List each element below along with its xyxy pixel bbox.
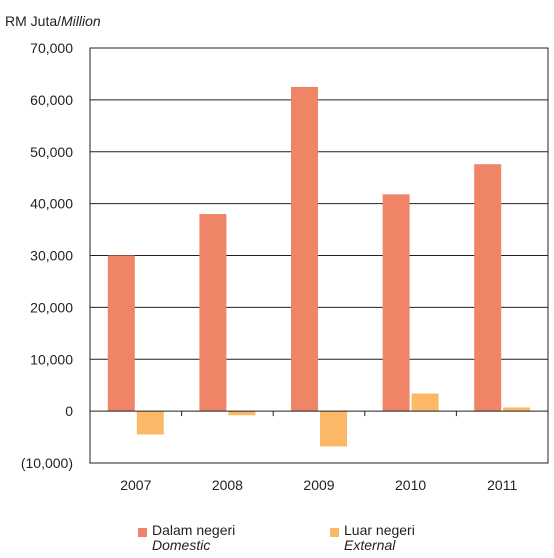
y-tick-labels: 70,000 60,000 50,000 40,000 30,000 20,000 10,0… bbox=[21, 40, 73, 471]
unit-label-malay: RM Juta/ bbox=[5, 13, 62, 29]
axes bbox=[89, 47, 549, 464]
bar-domestic-2007 bbox=[107, 255, 135, 412]
legend-label-domestic-en: Domestic bbox=[152, 537, 211, 553]
bar-external-2010 bbox=[411, 393, 439, 412]
y-tick-label: 20,000 bbox=[30, 299, 73, 315]
x-tick-label: 2008 bbox=[212, 477, 243, 493]
x-tick-label: 2010 bbox=[395, 477, 426, 493]
y-tick-label: 50,000 bbox=[30, 144, 73, 160]
gridlines bbox=[90, 47, 548, 360]
x-tick-labels: 2007 2008 2009 2010 2011 bbox=[120, 477, 517, 493]
bar-domestic-2011 bbox=[474, 164, 502, 412]
chart: 70,000 60,000 50,000 40,000 30,000 20,000 10,0… bbox=[21, 40, 549, 493]
bar-external-2007 bbox=[136, 411, 164, 435]
y-tick-label: 0 bbox=[65, 403, 73, 419]
legend-text-external: Luar negeri External bbox=[344, 523, 415, 553]
legend-swatch-external bbox=[330, 528, 339, 537]
y-tick-label: (10,000) bbox=[21, 455, 73, 471]
y-unit-label: RM Juta/Million bbox=[5, 13, 101, 29]
bar-domestic-2009 bbox=[291, 86, 318, 412]
legend-label-external: Luar negeri bbox=[344, 522, 415, 538]
y-tick-label: 30,000 bbox=[30, 248, 73, 264]
bar-external-2008 bbox=[228, 411, 256, 416]
bar-domestic-2008 bbox=[199, 214, 227, 412]
y-tick-label: 10,000 bbox=[30, 351, 73, 367]
legend-text-domestic: Dalam negeri Domestic bbox=[152, 523, 235, 553]
legend-label-external-en: External bbox=[344, 537, 396, 553]
bar-external-2011 bbox=[503, 407, 531, 412]
plot-frame bbox=[89, 47, 549, 464]
x-tick-label: 2009 bbox=[303, 477, 334, 493]
y-tick-label: 40,000 bbox=[30, 196, 73, 212]
y-tick-label: 70,000 bbox=[30, 40, 73, 56]
x-tick-label: 2011 bbox=[487, 477, 517, 493]
bars bbox=[107, 86, 531, 447]
y-tick-label: 60,000 bbox=[30, 92, 73, 108]
legend-label-domestic: Dalam negeri bbox=[152, 522, 236, 538]
bar-external-2009 bbox=[320, 411, 347, 447]
unit-label-english: Million bbox=[61, 13, 101, 29]
legend-swatch-domestic bbox=[138, 528, 147, 537]
bar-domestic-2010 bbox=[382, 194, 410, 412]
x-tick-label: 2007 bbox=[120, 477, 151, 493]
